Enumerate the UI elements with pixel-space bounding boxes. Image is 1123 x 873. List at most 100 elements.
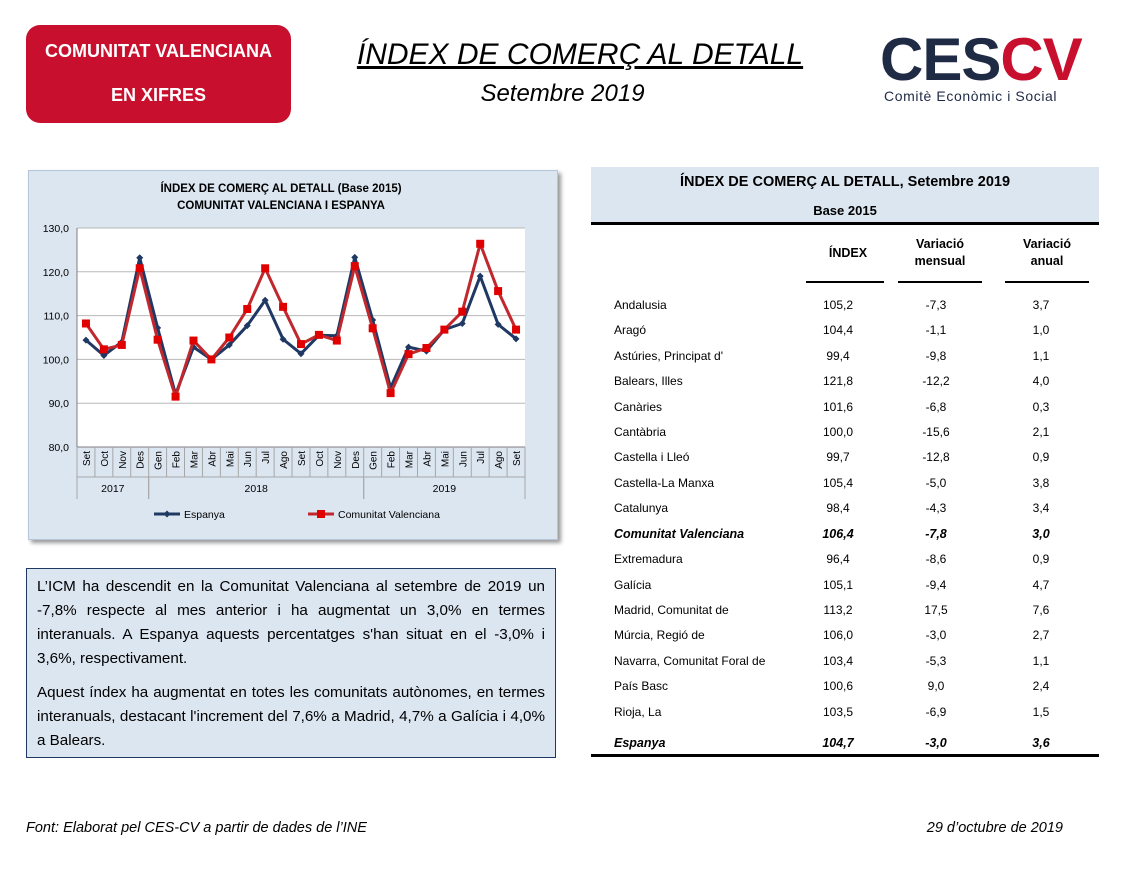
row-name: Navarra, Comunitat Foral de	[614, 654, 766, 668]
data-point-comunitat-valenciana	[314, 330, 323, 339]
row-annual: 4,0	[1032, 374, 1050, 388]
y-tick-label: 90,0	[49, 398, 70, 410]
data-point-espanya	[243, 322, 251, 330]
row-index: 105,1	[822, 578, 854, 592]
data-point-espanya	[154, 324, 162, 332]
row-annual: 1,1	[1032, 349, 1050, 363]
row-name: Canàries	[614, 400, 663, 414]
row-monthly: -9,8	[925, 349, 947, 363]
row-annual: 2,1	[1032, 425, 1050, 439]
row-name: Múrcia, Regió de	[614, 628, 705, 642]
data-point-comunitat-valenciana	[189, 336, 198, 345]
data-point-comunitat-valenciana	[386, 389, 395, 398]
data-point-espanya	[351, 253, 359, 261]
table-row: Madrid, Comunitat de 113,2 17,5 7,6	[591, 600, 1099, 624]
table-row: Extremadura 96,4 -8,6 0,9	[591, 549, 1099, 573]
chart-title: ÍNDEX DE COMERÇ AL DETALL (Base 2015)	[160, 182, 401, 195]
y-tick-label: 80,0	[49, 442, 70, 454]
row-annual: 3,6	[1032, 736, 1050, 750]
table-row-highlight: Comunitat Valenciana 106,4 -7,8 3,0	[591, 524, 1099, 548]
table-row: País Basc 100,6 9,0 2,4	[591, 676, 1099, 700]
x-tick-label: Feb	[387, 451, 398, 469]
row-name: Catalunya	[614, 501, 669, 515]
page-title: ÍNDEX DE COMERÇ AL DETALL	[356, 38, 804, 71]
row-index: 100,0	[822, 425, 854, 439]
data-point-espanya	[261, 296, 269, 304]
y-tick-label: 120,0	[43, 267, 69, 279]
table-row: Castella i Lleó 99,7 -12,8 0,9	[591, 447, 1099, 471]
summary-paragraph-2: Aquest índex ha augmentat en totes les c…	[37, 684, 545, 749]
data-point-espanya	[512, 335, 520, 343]
data-point-comunitat-valenciana	[422, 344, 431, 353]
table-row: Aragó 104,4 -1,1 1,0	[591, 320, 1099, 344]
row-name: Espanya	[614, 736, 666, 750]
column-rule-monthly	[898, 281, 982, 283]
row-index: 99,7	[826, 450, 850, 464]
ces-cv-logo: CESCV Comitè Econòmic i Social	[880, 26, 1105, 107]
row-annual: 3,8	[1032, 476, 1050, 490]
column-header-monthly-line1: Variació	[916, 237, 964, 251]
x-tick-label: Des	[351, 451, 362, 469]
x-tick-label: Mar	[405, 450, 416, 468]
data-point-espanya	[476, 272, 484, 280]
row-index: 98,4	[826, 501, 850, 515]
row-name: Rioja, La	[614, 705, 662, 719]
badge-line-1: COMUNITAT VALENCIANA	[45, 41, 272, 61]
data-point-espanya	[82, 336, 90, 344]
row-monthly: -6,8	[925, 400, 947, 414]
data-point-comunitat-valenciana	[153, 335, 162, 344]
column-header-monthly: Variació mensual	[900, 236, 980, 270]
y-tick-label: 100,0	[43, 354, 69, 366]
row-index: 103,4	[822, 654, 854, 668]
table-row: Rioja, La 103,5 -6,9 1,5	[591, 702, 1099, 726]
row-annual: 1,5	[1032, 705, 1050, 719]
x-tick-label: Set	[512, 451, 523, 466]
row-annual: 3,4	[1032, 501, 1050, 515]
footer-source: Font: Elaborat pel CES-CV a partir de da…	[26, 820, 367, 836]
row-name: País Basc	[614, 679, 669, 693]
legend-label: Espanya	[184, 509, 225, 521]
badge-line-2: EN XIFRES	[110, 85, 207, 105]
row-index: 121,8	[822, 374, 854, 388]
column-header-annual: Variació anual	[1007, 236, 1087, 270]
row-annual: 0,3	[1032, 400, 1050, 414]
column-header-annual-line2: anual	[1030, 254, 1064, 268]
row-monthly: -7,3	[925, 298, 947, 312]
table-base: Base 2015	[813, 203, 877, 218]
x-tick-label: Gen	[154, 451, 165, 470]
year-label: 2019	[433, 483, 457, 495]
logo-cv-text: CV	[1000, 26, 1082, 93]
chart-subtitle: COMUNITAT VALENCIANA I ESPANYA	[177, 200, 385, 212]
row-name: Astúries, Principat d'	[614, 349, 724, 363]
row-monthly: -12,2	[922, 374, 950, 388]
row-annual: 7,6	[1032, 603, 1050, 617]
row-index: 96,4	[826, 552, 850, 566]
table-row: Canàries 101,6 -6,8 0,3	[591, 397, 1099, 421]
table-row: Cantàbria 100,0 -15,6 2,1	[591, 422, 1099, 446]
data-point-espanya	[297, 350, 305, 358]
table-top-rule	[591, 222, 1099, 225]
year-label: 2017	[101, 483, 125, 495]
plot-area	[77, 228, 525, 447]
row-annual: 4,7	[1032, 578, 1050, 592]
row-monthly: -9,4	[925, 578, 947, 592]
x-tick-label: Feb	[172, 451, 183, 469]
table-bottom-rule	[591, 754, 1099, 757]
row-monthly: -1,1	[925, 323, 947, 337]
row-annual: 1,0	[1032, 323, 1050, 337]
row-index: 100,6	[822, 679, 854, 693]
legend-marker-comunitat-valenciana	[317, 510, 325, 518]
column-header-monthly-line2: mensual	[914, 254, 966, 268]
x-tick-label: Nov	[333, 451, 344, 469]
x-tick-label: Jul	[261, 451, 272, 464]
page-subtitle: Setembre 2019	[480, 80, 645, 107]
row-annual: 3,7	[1032, 298, 1050, 312]
data-point-espanya	[458, 319, 466, 327]
row-name: Comunitat Valenciana	[614, 527, 745, 541]
row-name: Andalusia	[614, 298, 667, 312]
row-monthly: -15,6	[922, 425, 950, 439]
row-annual: 0,9	[1032, 450, 1050, 464]
region-badge: COMUNITAT VALENCIANA EN XIFRES	[26, 25, 291, 123]
data-point-comunitat-valenciana	[458, 307, 467, 316]
row-annual: 3,0	[1032, 527, 1050, 541]
